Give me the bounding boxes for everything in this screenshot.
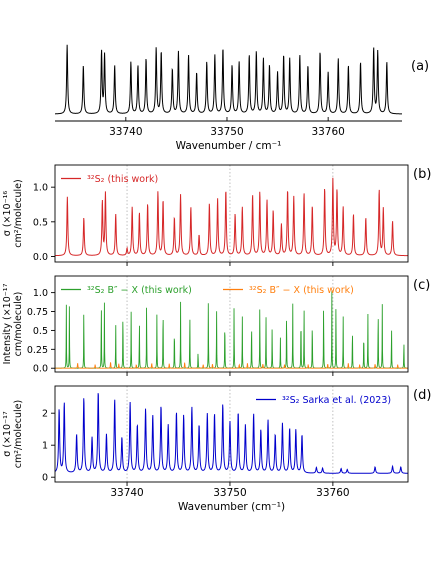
axes-frame	[54, 385, 409, 483]
legend-label: ³²S₂ Sarka et al. (2023)	[282, 395, 391, 406]
y-tick-label: 1.0	[33, 288, 48, 299]
x-axis-label: Wavenumber (cm⁻¹)	[178, 501, 285, 513]
panel-b: 0.0 0.5 1.0 σ (×10⁻¹⁶ cm²/molecule) (b) ³²S₂ (…	[2, 164, 431, 266]
x-tick-label: 33760	[316, 487, 349, 499]
panel-d: 33740 33750 33760 0 1 2 σ (×10⁻¹⁷ cm²/molecule)…	[2, 385, 431, 513]
y-axis-label: σ (×10⁻¹⁷	[2, 411, 13, 457]
y-tick-label: 0.75	[27, 307, 48, 318]
series-line-1	[55, 44, 402, 115]
y-axis-label: σ (×10⁻¹⁶	[2, 191, 13, 237]
series-line-1	[55, 177, 408, 257]
axes-frame	[54, 275, 409, 373]
y-tick-label: 1.0	[33, 183, 48, 194]
y-tick-label: 0.0	[33, 364, 48, 375]
x-axis-label: Wavenumber / cm⁻¹	[176, 140, 282, 152]
y-tick-label: 0.5	[33, 326, 48, 337]
y-tick-label: 2	[42, 409, 48, 420]
panel-tag: (c)	[413, 278, 430, 293]
y-tick-label: 1	[42, 441, 48, 452]
y-axis-label: cm/molecule)	[13, 292, 24, 357]
series-line-1	[55, 393, 408, 474]
x-tick-label: 33750	[213, 487, 246, 499]
y-axis-label: cm²/molecule)	[13, 179, 24, 247]
axes-frame	[54, 164, 409, 263]
y-axis-label: cm²/molecule)	[13, 400, 24, 468]
series-line-2	[55, 362, 408, 369]
legend-label: ³²S₂ B″ − X (this work)	[87, 285, 192, 296]
x-tick-label: 33750	[210, 126, 243, 138]
y-tick-label: 0.0	[33, 252, 48, 263]
legend-label: ³²S₂ B″ − X (this work)	[249, 285, 354, 296]
y-tick-label: 0	[42, 473, 48, 484]
panel-a: 33740 33750 33760 Wavenumber / cm⁻¹ (a)	[55, 44, 429, 152]
x-tick-label: 33760	[311, 126, 344, 138]
panel-c: 0.0 0.25 0.5 0.75 1.0 Intensity (×10⁻¹⁷ cm/mol…	[2, 275, 430, 376]
y-axis-label: Intensity (×10⁻¹⁷	[2, 283, 13, 364]
panel-tag: (d)	[413, 388, 431, 403]
legend-label: ³²S₂ (this work)	[87, 174, 158, 185]
panel-tag: (a)	[411, 59, 429, 74]
panel-tag: (b)	[413, 167, 431, 182]
x-tick-label: 33740	[109, 126, 142, 138]
series-line-1	[55, 291, 408, 369]
x-tick-label: 33740	[110, 487, 143, 499]
y-tick-label: 0.5	[33, 217, 48, 228]
y-tick-label: 0.25	[27, 345, 48, 356]
